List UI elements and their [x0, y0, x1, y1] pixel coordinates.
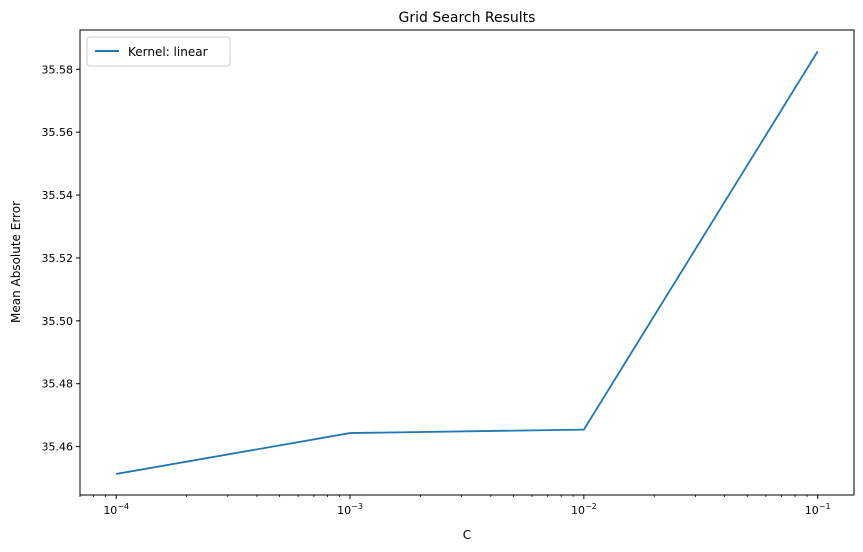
y-axis: 35.46 35.48 35.50 35.52 35.54 35.56 35.58	[42, 63, 80, 454]
y-tick-label: 35.48	[42, 378, 74, 391]
y-axis-title: Mean Absolute Error	[9, 201, 23, 323]
y-tick-label: 35.46	[42, 441, 74, 454]
plot-area	[79, 29, 855, 496]
y-tick-label: 35.58	[42, 63, 74, 76]
y-tick-label: 35.50	[42, 315, 74, 328]
x-tick-label: 10−1	[805, 502, 831, 517]
y-tick-label: 35.54	[42, 189, 74, 202]
series-group	[116, 50, 819, 475]
legend-box	[86, 36, 231, 67]
x-tick-label: 10−3	[337, 502, 363, 517]
x-axis-title: C	[463, 528, 471, 542]
y-tick-label: 35.56	[42, 126, 74, 139]
x-axis: 10−4 10−3 10−2 10−1	[79, 495, 831, 517]
chart-title: Grid Search Results	[399, 10, 536, 26]
series-line	[116, 50, 819, 475]
legend: Kernel: linear	[86, 36, 231, 67]
legend-label: Kernel: linear	[128, 45, 208, 59]
x-tick-label: 10−2	[571, 502, 597, 517]
x-tick-label: 10−4	[103, 502, 129, 517]
y-tick-label: 35.52	[42, 252, 74, 265]
